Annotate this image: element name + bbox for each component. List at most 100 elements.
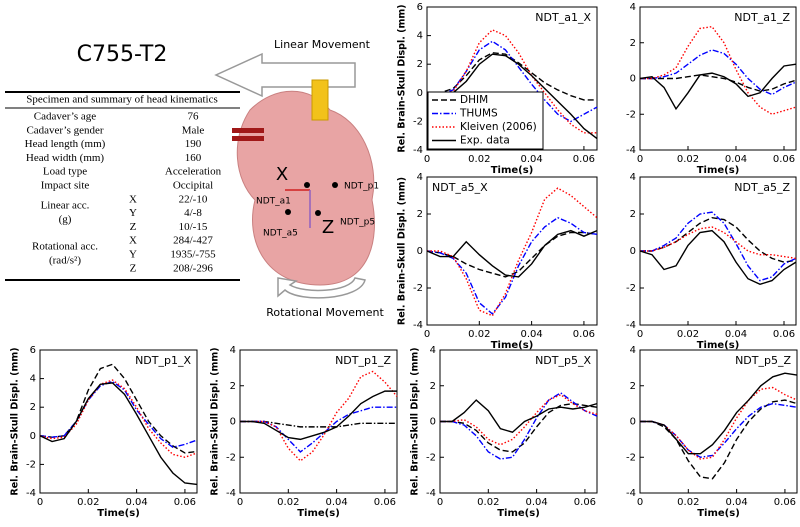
chart-title: NDT_a1_X [535,11,591,24]
series-line [639,229,797,286]
x-tick-label: 0.02 [677,497,699,508]
x-tick-label: 0.02 [677,329,699,340]
x-axis-label: Time(s) [97,508,140,519]
mount [311,79,329,121]
series-line [440,392,598,460]
x-tick-label: 0 [637,329,643,340]
series-line [639,63,797,111]
axis: Y [129,207,137,219]
y-tick-label: 4 [630,172,636,183]
series-line [440,399,598,434]
row-label: Head length (mm) [25,138,106,150]
y-tick-label: -2 [626,283,636,294]
x-tick-label: 0 [637,497,643,508]
group-unit: (rad/s²) [49,255,81,267]
x-tick-label: 0.02 [468,154,490,165]
row-value: 160 [185,152,202,164]
x-tick-label: 0.06 [773,329,795,340]
x-tick-label: 0.02 [277,497,299,508]
rotational-label: Rotational Movement [266,306,384,319]
y-tick-label: -4 [26,488,36,499]
series-line [640,216,797,263]
y-tick-label: 2 [630,38,636,49]
chart-title: NDT_p5_X [535,354,591,367]
y-tick-label: -2 [626,452,636,463]
row-value: 190 [185,138,202,150]
table-body: Cadaver’s age 76 Cadaver’s gender Male Head … [25,111,222,275]
y-tick-label: 2 [417,59,423,70]
y-tick-label: 4 [230,345,236,356]
series-line [640,399,798,480]
chart-title: NDT_p1_X [135,354,191,367]
y-tick-label: 4 [417,31,423,42]
y-tick-label: 2 [630,381,636,392]
group-label: Rotational acc. [32,241,98,253]
axis: X [129,193,137,205]
y-tick-label: -4 [426,488,436,499]
series-line [39,382,198,486]
x-axis-label: Time(s) [697,340,740,351]
row-label: Load type [43,166,87,178]
point [332,182,338,188]
y-tick-label: -2 [226,452,236,463]
series-line [426,53,598,140]
y-tick-label: 2 [630,209,636,220]
y-tick-label: 2 [417,209,423,220]
y-tick-label: -2 [426,452,436,463]
series-line [440,393,598,446]
y-tick-label: 0 [230,417,236,428]
x-tick-label: 0.06 [573,329,595,340]
x-axis-label: Time(s) [697,165,740,176]
series-line [240,390,397,441]
row-label: Impact site [41,180,90,192]
y-axis-label: Rel. Brain-Skull Displ. (mm) [10,347,21,495]
legend-label: Kleiven (2006) [460,121,537,133]
y-tick-label: -4 [626,488,636,499]
x-tick-label: 0 [37,497,43,508]
y-tick-label: 6 [30,345,36,356]
rotational-arrow [277,277,366,299]
x-axis-label: Time(s) [491,340,534,351]
y-tick-label: 0 [417,246,423,257]
series-line [426,229,598,278]
series-line [426,40,598,123]
y-tick-label: 0 [30,431,36,442]
y-tick-label: -2 [413,116,423,127]
y-tick-label: 0 [630,417,636,428]
linear-label: Linear Movement [274,38,371,51]
point-label: NDT_a5 [263,229,298,239]
y-tick-label: 2 [30,402,36,413]
x-tick-label: 0 [424,329,430,340]
axis: Z [130,262,137,274]
legend-label: THUMS [459,108,498,120]
plot-frame [639,6,797,151]
chart-title: NDT_a5_X [432,181,488,194]
series-line [640,372,798,455]
x-tick-label: 0.02 [468,329,490,340]
figure-title: C755-T2 [77,42,168,67]
x-axis-label: Time(s) [497,508,540,519]
y-tick-label: 4 [630,345,636,356]
y-tick-label: 0 [417,88,423,99]
series-line [426,216,598,315]
x-tick-label: 0.02 [77,497,99,508]
group-label: Linear acc. [41,199,90,211]
row-label: Head width (mm) [26,152,105,164]
y-tick-label: -2 [626,109,636,120]
point-label: NDT_p1 [344,182,379,192]
chart-title: NDT_p5_Z [735,354,791,367]
point-label: NDT_a1 [256,197,291,207]
series-line [640,211,797,282]
y-tick-label: -4 [626,320,636,331]
x-tick-label: 0.04 [725,154,747,165]
point [304,182,310,188]
x-tick-label: 0.04 [520,329,542,340]
x-tick-label: 0.02 [677,154,699,165]
value: 22/-10 [179,193,208,205]
y-tick-label: -4 [626,145,636,156]
row-value: 76 [188,111,200,123]
series-line [427,187,598,317]
y-tick-label: -4 [413,145,423,156]
axis-label: Z [322,217,334,238]
